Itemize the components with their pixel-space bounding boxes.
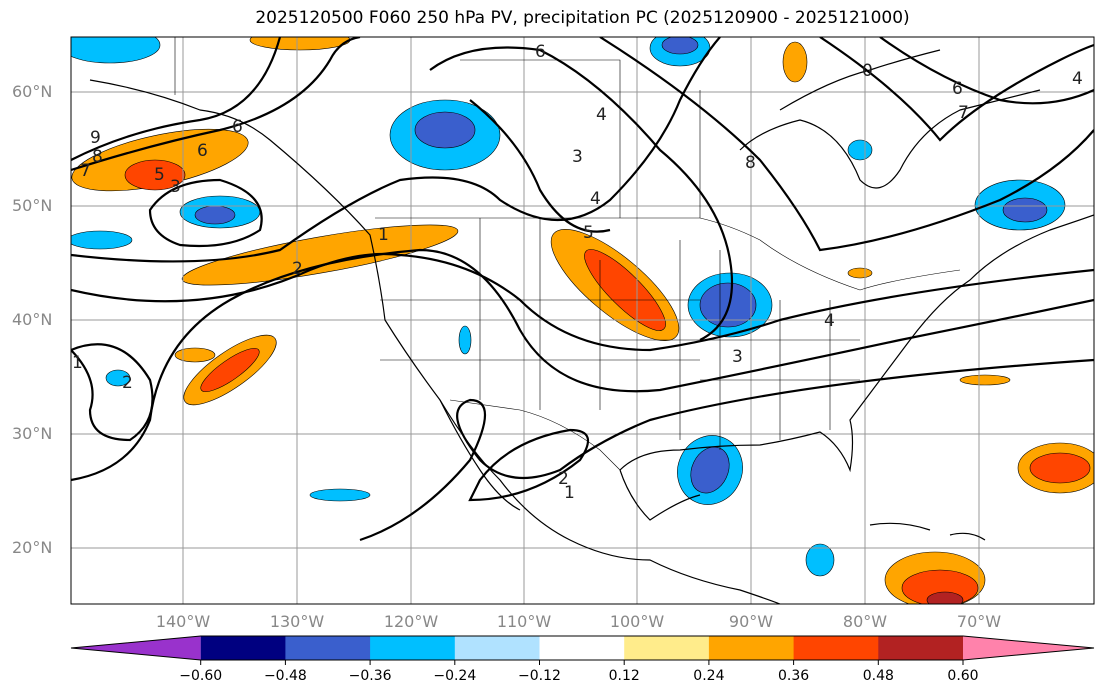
contour-label: 3 xyxy=(732,347,743,367)
colorbar-swatch xyxy=(370,636,456,660)
contour-label: 5 xyxy=(583,223,594,243)
colorbar-tick-label: 0.48 xyxy=(862,668,894,684)
contour-label: 8 xyxy=(745,153,756,173)
lat-label: 50°N xyxy=(12,196,53,215)
precip-shading xyxy=(71,37,1094,604)
colorbar-swatch xyxy=(963,636,1094,660)
colorbar-tick-label: −0.36 xyxy=(348,668,392,684)
colorbar-swatch xyxy=(878,636,964,660)
contour-label: 7 xyxy=(80,161,91,181)
colorbar-swatch xyxy=(200,636,286,660)
contour-labels: 9 8 7 6 5 3 2 1 1 2 6 3 4 5 6 4 3 4 6 7 … xyxy=(72,42,1083,503)
colorbar-tick-label: 0.12 xyxy=(608,668,640,684)
contour-label: 4 xyxy=(596,105,607,125)
lon-label: 140°W xyxy=(155,612,211,631)
contour-label: 0 xyxy=(862,61,873,81)
colorbar-tick-label: 0.24 xyxy=(693,668,725,684)
contour-label: 6 xyxy=(232,117,243,137)
contour-label: 4 xyxy=(824,311,835,331)
lon-label: 110°W xyxy=(496,612,552,631)
contour-label: 8 xyxy=(92,147,103,167)
lon-label: 90°W xyxy=(728,612,774,631)
contour-label: 2 xyxy=(122,373,133,393)
colorbar-tick-label: −0.60 xyxy=(179,668,223,684)
contour-label: 6 xyxy=(535,42,546,62)
lat-label: 60°N xyxy=(12,82,53,101)
contour-label: 3 xyxy=(170,177,181,197)
colorbar-swatch xyxy=(285,636,371,660)
contour-label: 4 xyxy=(590,189,601,209)
contour-label: 1 xyxy=(564,483,575,503)
contour-label: 5 xyxy=(154,165,165,185)
pv-contours xyxy=(71,37,1094,542)
contour-label: 6 xyxy=(952,79,963,99)
contour-label: 2 xyxy=(292,259,303,279)
colorbar-swatch xyxy=(793,636,879,660)
contour-label: 1 xyxy=(72,353,83,373)
lon-label: 130°W xyxy=(269,612,325,631)
contour-label: 1 xyxy=(378,225,389,245)
colorbar-swatch xyxy=(454,636,540,660)
colorbar-swatch xyxy=(708,636,795,660)
lat-label: 30°N xyxy=(12,424,53,443)
graticule xyxy=(71,37,1094,604)
map-title: 2025120500 F060 250 hPa PV, precipitatio… xyxy=(255,8,910,28)
colorbar-swatch xyxy=(71,636,201,660)
colorbar xyxy=(70,635,1095,665)
contour-label: 7 xyxy=(958,103,969,123)
lon-label: 100°W xyxy=(609,612,665,631)
contour-label: 6 xyxy=(197,141,208,161)
colorbar-swatch xyxy=(624,636,710,660)
coastlines xyxy=(89,49,1094,604)
map-frame xyxy=(70,36,1095,605)
colorbar-tick-label: −0.12 xyxy=(518,668,561,684)
lon-label: 70°W xyxy=(956,612,1002,631)
lon-label: 80°W xyxy=(842,612,888,631)
lat-label: 40°N xyxy=(12,310,53,329)
contour-label: 9 xyxy=(90,128,101,148)
colorbar-tick-label: 0.36 xyxy=(778,668,810,684)
contour-label: 4 xyxy=(1072,69,1083,89)
lat-label: 20°N xyxy=(12,538,53,557)
borders xyxy=(174,37,961,471)
contour-label: 2 xyxy=(558,469,569,489)
colorbar-swatch xyxy=(539,636,625,660)
contour-label: 3 xyxy=(572,147,583,167)
colorbar-tick-label: 0.60 xyxy=(947,668,979,684)
lon-label: 120°W xyxy=(383,612,439,631)
colorbar-tick-label: −0.48 xyxy=(263,668,307,684)
colorbar-tick-label: −0.24 xyxy=(433,668,477,684)
